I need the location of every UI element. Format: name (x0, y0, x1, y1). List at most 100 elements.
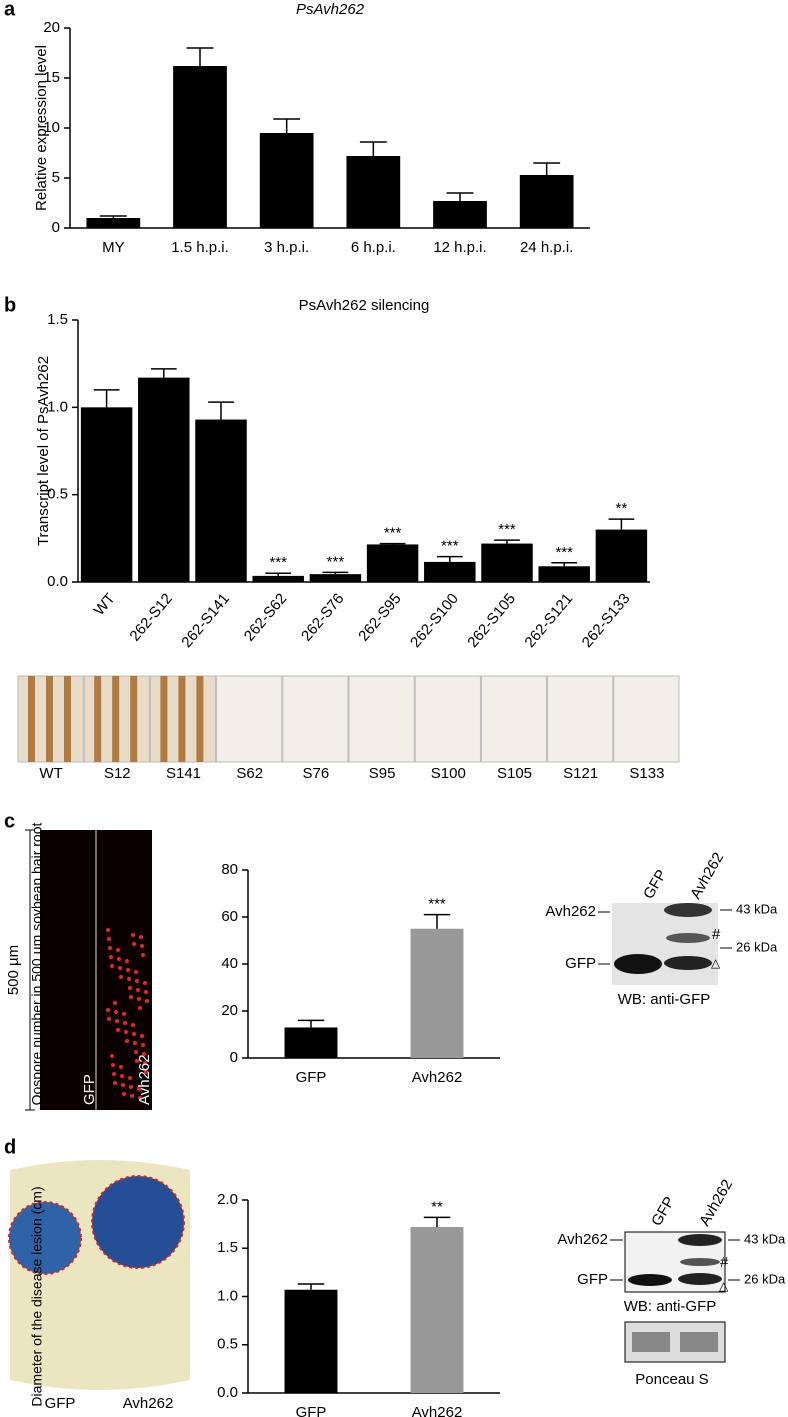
significance: *** (384, 525, 402, 542)
x-tick-label: GFP (296, 1404, 327, 1417)
root-stain (160, 676, 168, 762)
x-tick-label: 262-S141 (178, 590, 233, 651)
y-tick-label: 1.0 (47, 398, 68, 415)
panel-label: b (4, 294, 16, 316)
dot (114, 1010, 118, 1014)
blot-band (678, 1234, 722, 1246)
leaf-label: Avh262 (123, 1395, 174, 1412)
strip-label: S105 (497, 765, 532, 782)
loading-band (680, 1332, 718, 1352)
scale-label: 500 µm (5, 945, 22, 995)
blot-band (614, 954, 662, 974)
bar (424, 561, 476, 582)
blot-caption: WB: anti-GFP (624, 1298, 717, 1315)
bar (481, 543, 533, 582)
strip-label: S121 (563, 765, 598, 782)
root-stain (130, 676, 138, 762)
panel-label: d (4, 1136, 16, 1158)
dot (131, 1023, 135, 1027)
x-tick-label: 24 h.p.i. (520, 239, 573, 256)
blot-band (664, 956, 712, 970)
bar (309, 574, 362, 582)
bar (138, 377, 190, 582)
loading-caption: Ponceau S (635, 1371, 708, 1388)
blot-band (678, 1273, 722, 1285)
y-tick-label: 1.5 (217, 1239, 238, 1256)
dot (110, 1054, 114, 1058)
dot (128, 986, 132, 990)
lane-label: Avh262 (687, 850, 727, 902)
dot (136, 988, 140, 992)
dot (116, 948, 120, 952)
dot (140, 1034, 144, 1038)
y-axis-label: Transcript level of PsAvh262 (35, 356, 52, 546)
dot (141, 953, 145, 957)
significance: *** (428, 896, 446, 913)
dot (143, 981, 147, 985)
dot (109, 955, 113, 959)
dot (106, 928, 110, 932)
y-tick-label: 20 (221, 1002, 238, 1019)
panel-label: a (4, 0, 16, 20)
blot-symbol: # (720, 1254, 729, 1271)
y-tick-label: 40 (221, 955, 238, 972)
strip-label: S95 (369, 765, 396, 782)
dot (125, 1039, 129, 1043)
dot (134, 970, 138, 974)
dot (139, 935, 143, 939)
marker-label: 26 kDa (736, 939, 778, 954)
bar (410, 1227, 464, 1393)
lane-label: GFP (648, 1194, 678, 1229)
chart-title: PsAvh262 (296, 1, 365, 18)
dot (132, 1032, 136, 1036)
dot (142, 1052, 146, 1056)
dot (137, 1087, 141, 1091)
dot (122, 1092, 126, 1096)
marker-label: 43 kDa (736, 901, 778, 916)
dot (127, 977, 131, 981)
bar (410, 928, 464, 1058)
significance: *** (498, 521, 516, 538)
significance: ** (616, 500, 628, 517)
dot (130, 1094, 134, 1098)
dot (137, 997, 141, 1001)
dot (135, 1059, 139, 1063)
bar (284, 1289, 338, 1393)
band-label: Avh262 (545, 903, 596, 920)
x-tick-label: GFP (296, 1069, 327, 1086)
panel-label: c (4, 810, 15, 832)
x-tick-label: 262-S62 (241, 590, 290, 644)
strip-label: S62 (236, 765, 263, 782)
band-label: Avh262 (557, 1231, 608, 1248)
dot (145, 999, 149, 1003)
y-tick-label: 0.5 (217, 1336, 238, 1353)
root-stain (178, 676, 186, 762)
dot (129, 995, 133, 999)
micrograph-label: Avh262 (136, 1054, 153, 1105)
x-tick-label: 1.5 h.p.i. (171, 239, 229, 256)
y-axis-label: Diameter of the disease lesion (cm) (29, 1186, 45, 1406)
y-axis-label: Relative expression level (33, 45, 50, 211)
root-photo (348, 675, 415, 763)
dot (119, 975, 123, 979)
dot (112, 1072, 116, 1076)
significance: *** (327, 553, 345, 570)
root-photo (613, 675, 680, 763)
root-photo (282, 675, 349, 763)
lesion-outline (91, 1175, 185, 1269)
dot (138, 1096, 142, 1100)
bar (346, 156, 401, 228)
bar (173, 66, 227, 228)
y-tick-label: 80 (221, 861, 238, 878)
dot (143, 1061, 147, 1065)
band-label: GFP (577, 1271, 608, 1288)
blot-band (628, 1274, 672, 1286)
bar (86, 218, 141, 228)
dot (134, 1050, 138, 1054)
dot (120, 1074, 124, 1078)
lesion (92, 1176, 184, 1268)
dot (144, 990, 148, 994)
bar (259, 133, 314, 228)
x-tick-label: 262-S133 (579, 590, 634, 651)
